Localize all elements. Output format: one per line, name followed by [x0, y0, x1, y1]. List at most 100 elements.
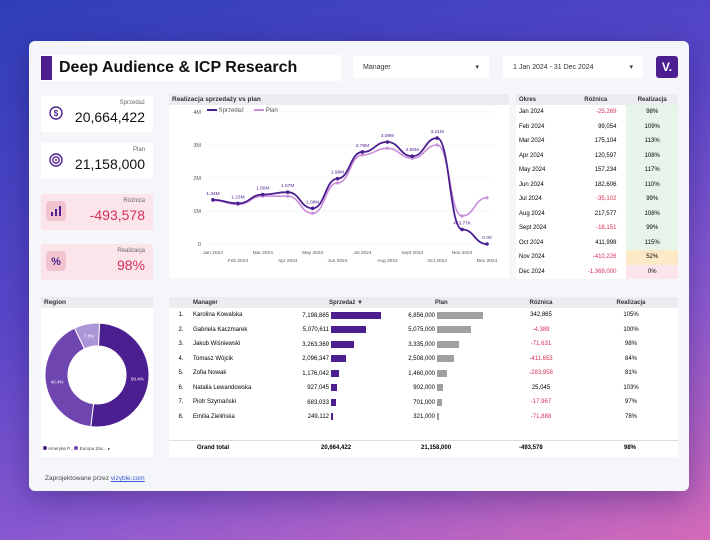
difference-cell: 175,104	[594, 138, 617, 145]
kpi-plan: Plan 21,158,000	[41, 143, 153, 179]
col-header[interactable]: Różnica	[498, 297, 584, 308]
region-donut-chart: 50.4% 40.4% 7.8%	[44, 322, 150, 428]
monthly-table: Okres Różnica Realizacja Jan 2024 -25,26…	[516, 94, 678, 279]
kpi-value: 98%	[116, 257, 145, 273]
plan-value: 2,508,000	[408, 356, 435, 363]
plan-bar	[437, 413, 439, 421]
sales-point	[410, 154, 415, 159]
slice-label: 40.4%	[51, 380, 64, 385]
chevron-down-icon: ▾	[629, 64, 633, 71]
grand-total-label: Grand total	[197, 445, 230, 451]
region-legend: Ameryka P... Europa Zac... ▸	[43, 446, 110, 452]
col-header[interactable]: Różnica	[565, 94, 627, 105]
col-header[interactable]: Plan	[383, 297, 498, 308]
plan-bar	[437, 355, 454, 363]
footer-text: Zaprojektowane przez	[45, 475, 109, 482]
table-row[interactable]: 4. Tomasz Wójcik 2,096,347 2,508,000 -41…	[169, 352, 678, 367]
region-panel: Region 50.4% 40.4% 7.8% Ameryka P... Europ…	[41, 297, 153, 457]
col-header[interactable]: Realizacja	[584, 297, 678, 308]
page-title: Deep Audience & ICP Research	[59, 59, 298, 76]
kpi-value: 20,664,422	[74, 109, 145, 125]
col-header[interactable]: Realizacja	[626, 94, 678, 105]
legend-item-sales: Sprzedaż	[207, 108, 244, 114]
table-row[interactable]: 1. Karolina Kowalska 7,198,865 6,856,000…	[169, 308, 678, 323]
period-cell: Apr 2024	[519, 152, 544, 159]
grand-total-row: Grand total 20,664,422 21,158,000 -493,5…	[169, 440, 678, 455]
sales-point	[360, 150, 365, 154]
col-header[interactable]: Manager	[193, 297, 281, 308]
plan-bar	[437, 384, 443, 392]
data-label: 0.00	[482, 235, 492, 241]
col-header-label: Sprzedaż	[329, 299, 356, 306]
table-row[interactable]: 8. Emilia Zielińska 249,112 321,000 -71,…	[169, 410, 678, 425]
donut-slice[interactable]	[44, 327, 95, 428]
legend-next-icon[interactable]: ▸	[108, 446, 111, 451]
managers-table: Manager Sprzedaż ▼ Plan Różnica Realizac…	[169, 297, 678, 424]
plan-value: 321,000	[413, 414, 435, 421]
x-tick-label: May 2024	[302, 250, 323, 256]
table-row[interactable]: 5. Zofia Nowak 1,176,042 1,460,000 -283,…	[169, 366, 678, 381]
plan-point	[360, 153, 365, 157]
donut-slice[interactable]	[73, 322, 101, 350]
x-tick-label: Apr 2024	[278, 258, 298, 264]
date-range-label: 1 Jan 2024 - 31 Dec 2024	[513, 63, 594, 71]
chevron-down-icon: ▾	[475, 64, 479, 71]
realization-cell: 98%	[624, 341, 637, 348]
donut-slice[interactable]	[90, 322, 150, 428]
difference-cell: 99,054	[598, 123, 617, 130]
data-label: 1.57M	[281, 183, 294, 189]
plan-bar	[437, 326, 471, 334]
sales-value: 1,176,042	[302, 370, 329, 377]
manager-dropdown[interactable]: Manager ▾	[353, 56, 489, 78]
difference-cell: -283,958	[529, 370, 553, 377]
plan-bar	[437, 398, 442, 406]
legend-label: Ameryka P...	[48, 446, 74, 451]
col-header[interactable]: Sprzedaż ▼	[281, 297, 383, 308]
x-tick-label: Oct 2024	[427, 258, 447, 264]
difference-cell: 217,577	[594, 210, 617, 217]
sales-value: 927,045	[307, 385, 329, 392]
difference-cell: -35,102	[596, 196, 617, 203]
difference-cell: -4,389	[532, 326, 550, 333]
y-tick-label: 2M	[193, 176, 201, 182]
plan-point	[435, 143, 439, 147]
table-row: Mar 2024 175,104 113%	[516, 134, 678, 149]
difference-cell: -71,631	[530, 341, 552, 348]
period-cell: Mar 2024	[519, 138, 545, 145]
plan-value: 701,000	[413, 399, 435, 406]
manager-dropdown-label: Manager	[363, 63, 391, 71]
data-label: 1.23M	[231, 194, 244, 200]
sales-series-line	[212, 137, 488, 245]
sales-point	[335, 176, 340, 181]
table-row[interactable]: 3. Jakub Wiśniewski 3,263,369 3,335,000 …	[169, 337, 678, 352]
sort-desc-icon: ▼	[357, 299, 363, 306]
realization-cell: 110%	[626, 177, 678, 192]
period-cell: Aug 2024	[519, 210, 545, 217]
plan-value: 902,000	[413, 385, 435, 392]
slice-label: 7.8%	[84, 333, 94, 338]
footer-link[interactable]: vizyble.com	[110, 475, 145, 482]
realization-cell: 98%	[626, 105, 678, 120]
difference-cell: -411,653	[529, 355, 553, 362]
realization-cell: 52%	[626, 250, 678, 265]
period-cell: Jul 2024	[519, 196, 542, 203]
data-label: 443.77K	[453, 220, 472, 226]
table-row[interactable]: 2. Gabriela Kaczmarek 5,070,611 5,075,00…	[169, 323, 678, 338]
realization-cell: 78%	[624, 413, 637, 420]
date-range-dropdown[interactable]: 1 Jan 2024 - 31 Dec 2024 ▾	[503, 56, 643, 78]
col-header[interactable]: Okres	[516, 94, 566, 105]
plan-value: 3,335,000	[408, 341, 435, 348]
svg-text:$: $	[54, 109, 59, 118]
realization-cell: 109%	[626, 119, 678, 134]
realization-cell: 99%	[626, 192, 678, 207]
difference-cell: -25,269	[596, 109, 617, 116]
table-row[interactable]: 6. Natalia Lewandowska 927,045 902,000 2…	[169, 381, 678, 396]
table-row: Sept 2024 -18,151 99%	[516, 221, 678, 236]
rank-cell: 8.	[178, 413, 184, 420]
manager-name: Jakub Wiśniewski	[193, 341, 241, 348]
realization-cell: 108%	[626, 148, 678, 163]
title-accent	[41, 56, 52, 80]
x-tick-label: Dec 2024	[477, 258, 498, 264]
manager-name: Gabriela Kaczmarek	[193, 326, 248, 333]
table-row[interactable]: 7. Piotr Szymański 683,033 701,000 -17,9…	[169, 395, 678, 410]
